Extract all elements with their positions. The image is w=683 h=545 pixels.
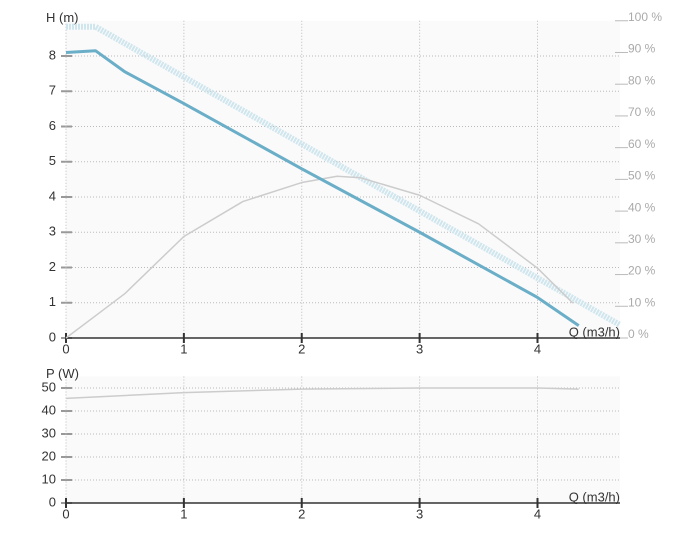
y-tick-label: 50 bbox=[42, 379, 56, 394]
data-line bbox=[66, 23, 622, 328]
y-tick-label: 2 bbox=[49, 259, 56, 274]
y2-tick-label: 50 % bbox=[628, 169, 656, 183]
y2-tick-label: 10 % bbox=[628, 295, 656, 309]
y-axis-label: P (W) bbox=[46, 366, 79, 381]
plot-area bbox=[66, 376, 620, 503]
y-tick-label: 1 bbox=[49, 294, 56, 309]
y2-tick-label: 0 % bbox=[628, 327, 649, 341]
x-tick-label: 4 bbox=[534, 506, 541, 521]
data-line bbox=[65, 387, 579, 400]
x-axis-label: Q (m3/h) bbox=[569, 489, 620, 504]
y-tick-label: 20 bbox=[42, 448, 56, 463]
y-tick-label: 10 bbox=[42, 471, 56, 486]
x-tick-label: 1 bbox=[180, 341, 187, 356]
y-tick-label: 8 bbox=[49, 47, 56, 62]
data-line bbox=[65, 49, 580, 327]
x-tick-label: 2 bbox=[298, 341, 305, 356]
y2-tick-label: 80 % bbox=[628, 73, 656, 87]
x-tick-label: 2 bbox=[298, 506, 305, 521]
y2-tick-label: 100 % bbox=[628, 10, 662, 24]
y2-tick-label: 20 % bbox=[628, 264, 656, 278]
x-tick-label: 3 bbox=[416, 341, 423, 356]
y-tick-label: 6 bbox=[49, 118, 56, 133]
y2-tick-label: 60 % bbox=[628, 137, 656, 151]
x-tick-label: 4 bbox=[534, 341, 541, 356]
y2-tick-label: 90 % bbox=[628, 42, 656, 56]
x-tick-label: 3 bbox=[416, 506, 423, 521]
y-tick-label: 4 bbox=[49, 188, 56, 203]
y-tick-label: 3 bbox=[49, 224, 56, 239]
y-tick-label: 40 bbox=[42, 402, 56, 417]
x-tick-label: 0 bbox=[62, 341, 69, 356]
y-tick-label: 5 bbox=[49, 153, 56, 168]
x-tick-label: 1 bbox=[180, 506, 187, 521]
y-tick-label: 7 bbox=[49, 83, 56, 98]
x-tick-label: 0 bbox=[62, 506, 69, 521]
y-tick-label: 30 bbox=[42, 425, 56, 440]
y2-tick-label: 30 % bbox=[628, 232, 656, 246]
plot-area bbox=[66, 20, 620, 338]
y2-tick-label: 40 % bbox=[628, 200, 656, 214]
y-tick-label: 0 bbox=[49, 329, 56, 344]
y2-tick-label: 70 % bbox=[628, 105, 656, 119]
x-axis-label: Q (m3/h) bbox=[569, 324, 620, 339]
y-axis-label: H (m) bbox=[46, 10, 79, 25]
y-tick-label: 0 bbox=[49, 494, 56, 509]
